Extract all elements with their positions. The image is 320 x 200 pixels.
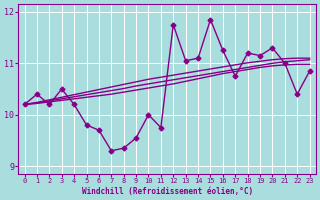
X-axis label: Windchill (Refroidissement éolien,°C): Windchill (Refroidissement éolien,°C) xyxy=(82,187,253,196)
